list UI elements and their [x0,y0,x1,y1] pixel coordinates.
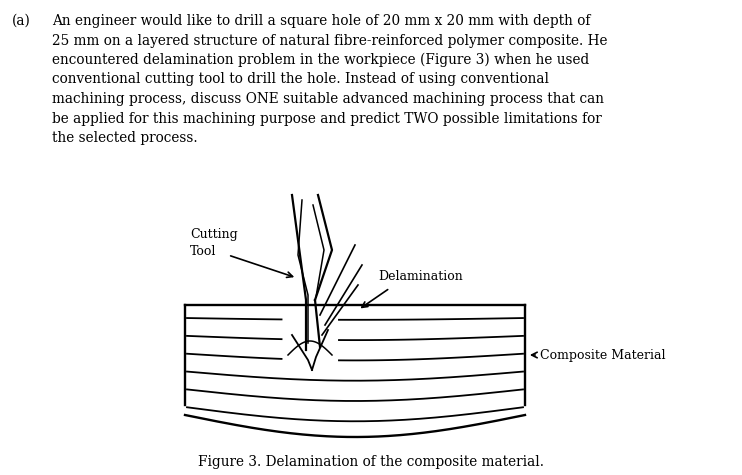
Text: be applied for this machining purpose and predict TWO possible limitations for: be applied for this machining purpose an… [52,112,602,125]
Text: conventional cutting tool to drill the hole. Instead of using conventional: conventional cutting tool to drill the h… [52,73,549,86]
Text: An engineer would like to drill a square hole of 20 mm x 20 mm with depth of: An engineer would like to drill a square… [52,14,591,28]
Text: Cutting
Tool: Cutting Tool [190,228,237,258]
Text: the selected process.: the selected process. [52,131,197,145]
Text: 25 mm on a layered structure of natural fibre-reinforced polymer composite. He: 25 mm on a layered structure of natural … [52,34,608,48]
Text: Figure 3. Delamination of the composite material.: Figure 3. Delamination of the composite … [198,455,544,469]
Text: Delamination: Delamination [378,270,463,283]
Text: encountered delamination problem in the workpiece (Figure 3) when he used: encountered delamination problem in the … [52,53,589,67]
Text: (a): (a) [12,14,31,28]
Text: machining process, discuss ONE suitable advanced machining process that can: machining process, discuss ONE suitable … [52,92,604,106]
Text: Composite Material: Composite Material [540,349,666,361]
